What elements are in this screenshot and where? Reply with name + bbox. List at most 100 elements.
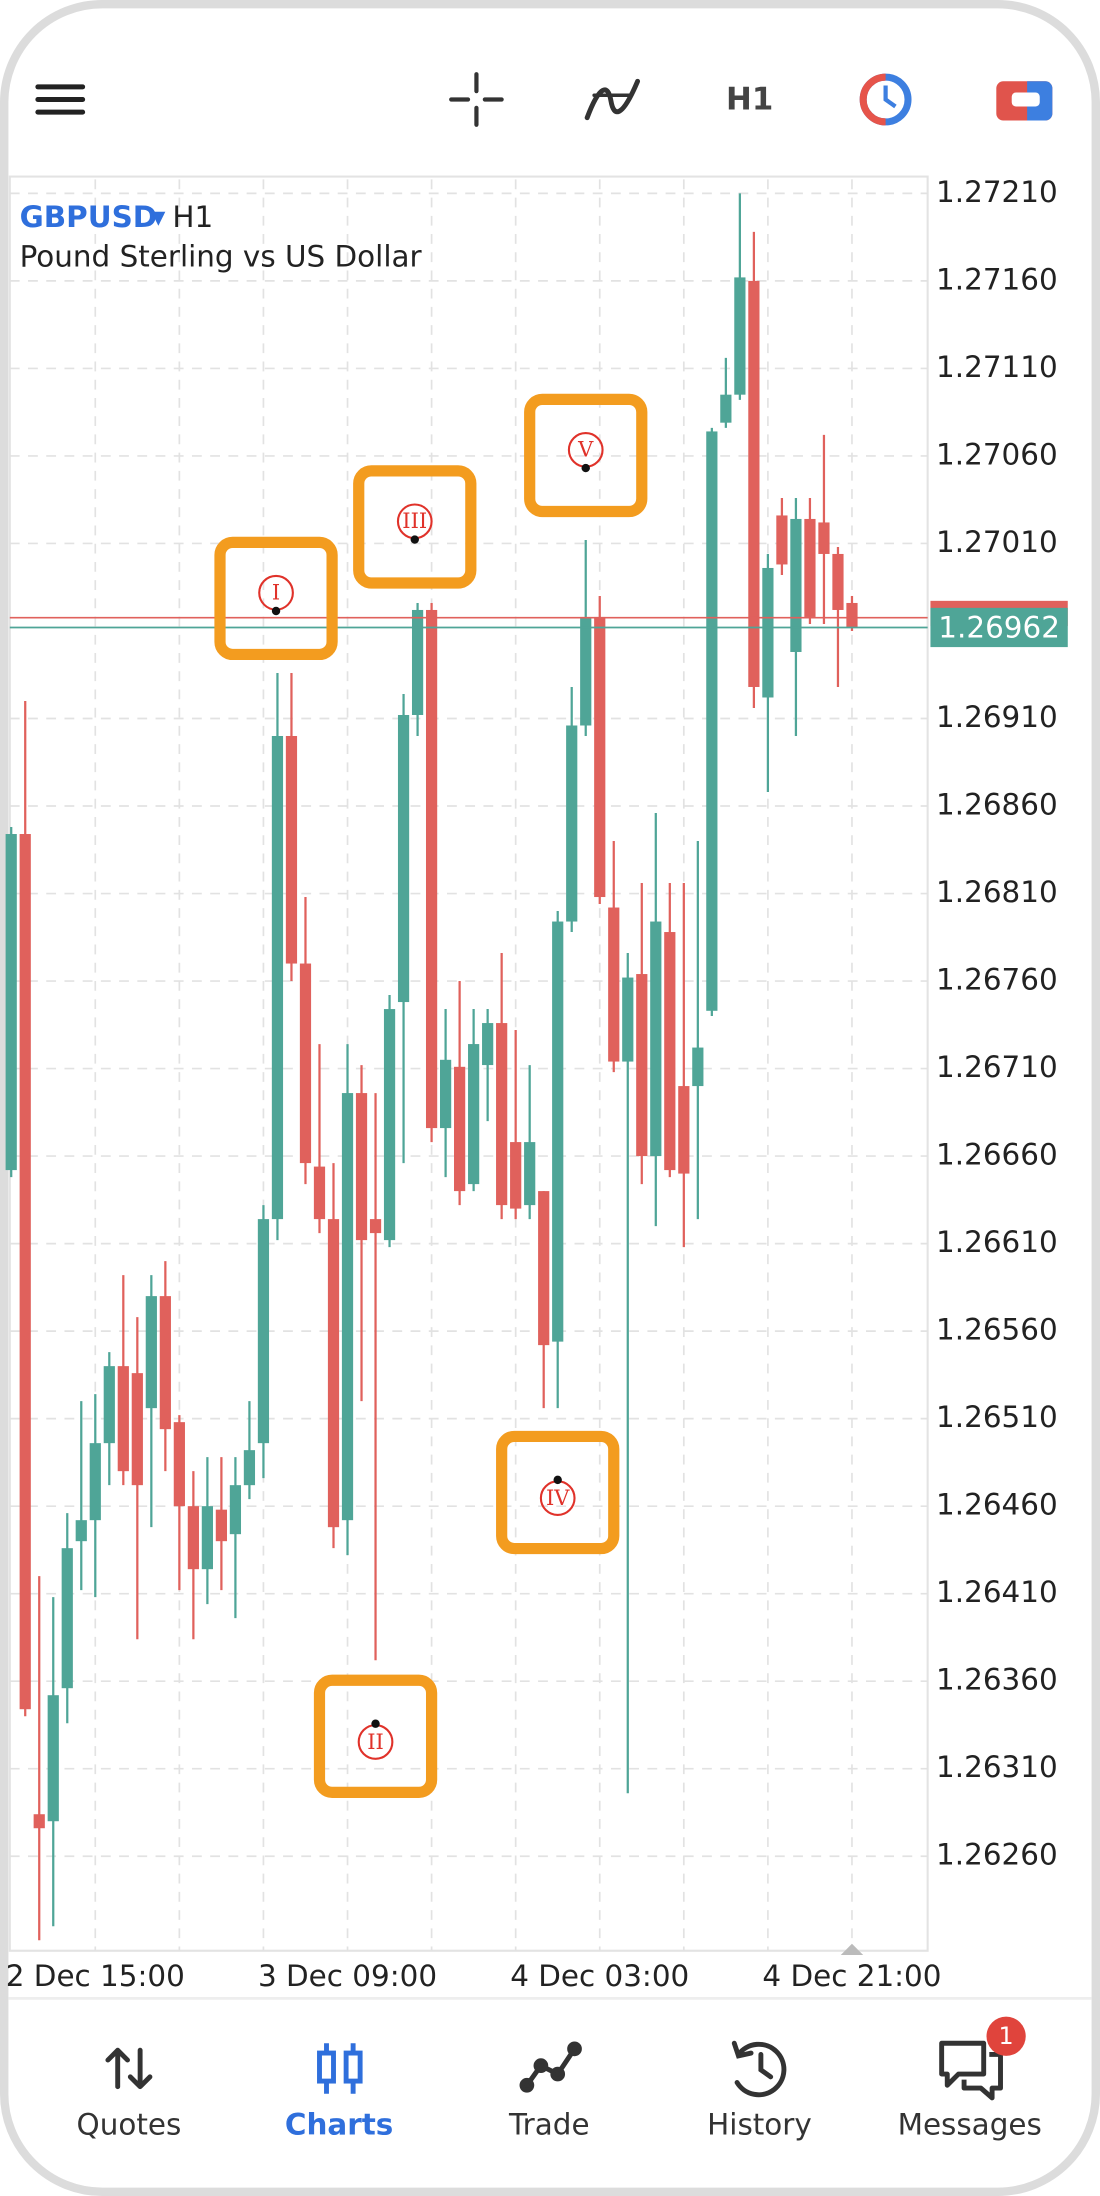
x-tick-label: 3 Dec 09:00	[258, 1959, 437, 1993]
candle-body	[510, 1142, 522, 1209]
candle-body	[538, 1191, 550, 1346]
candle-body	[89, 1443, 101, 1521]
y-tick-label: 1.26560	[936, 1313, 1058, 1347]
symbol[interactable]: GBPUSD	[20, 200, 158, 234]
candle-body	[187, 1506, 199, 1570]
nav-label[interactable]: Quotes	[77, 2107, 182, 2141]
indicators-button[interactable]	[584, 78, 641, 121]
objects-button[interactable]	[859, 73, 912, 126]
y-tick-label: 1.27060	[936, 437, 1058, 471]
y-tick-label: 1.26260	[936, 1838, 1058, 1872]
candle-body	[425, 609, 438, 1129]
y-tick-label: 1.26860	[936, 788, 1058, 822]
candle-body	[47, 1695, 59, 1822]
wave-label: III	[402, 508, 427, 533]
candle-body	[369, 1219, 382, 1234]
highlight-box	[353, 465, 477, 589]
candle-body	[355, 1093, 368, 1241]
candle-body	[552, 921, 564, 1342]
candle-body	[313, 1166, 326, 1220]
nav-label[interactable]: Charts	[285, 2107, 393, 2141]
y-tick-label: 1.26410	[936, 1575, 1058, 1609]
candle-body	[468, 1044, 480, 1185]
highlight-box	[313, 1674, 438, 1799]
nav-label[interactable]: Messages	[898, 2107, 1042, 2141]
candle-body	[650, 921, 662, 1157]
candle-body	[678, 1086, 690, 1174]
candle-body	[762, 567, 774, 698]
messages-icon[interactable]	[939, 2040, 1003, 2101]
candle-body	[594, 616, 606, 898]
candle-body	[145, 1296, 157, 1409]
candle-body	[117, 1366, 129, 1472]
wave-label: II	[367, 1729, 384, 1754]
x-tick-label: 4 Dec 21:00	[762, 1959, 941, 1993]
trade-button[interactable]	[996, 81, 1053, 121]
charts-icon[interactable]	[317, 2043, 363, 2094]
candle-body	[61, 1548, 73, 1689]
nav-label[interactable]: Trade	[508, 2107, 590, 2141]
candle-body	[173, 1422, 185, 1507]
symbol-dropdown[interactable]: ▼	[151, 208, 165, 229]
y-tick-label: 1.26510	[936, 1400, 1058, 1434]
candle-body	[397, 714, 410, 1003]
wave-point	[410, 535, 419, 544]
candle-body	[454, 1066, 466, 1192]
candle-body	[229, 1485, 242, 1535]
badge	[986, 2016, 1026, 2056]
y-tick-label: 1.26460	[936, 1488, 1058, 1522]
x-tick-label: 4 Dec 03:00	[510, 1959, 689, 1993]
wave-point	[553, 1475, 562, 1485]
candle-body	[19, 834, 31, 1710]
y-tick-label: 1.26660	[936, 1138, 1058, 1172]
price-label: 1.26962	[938, 610, 1060, 644]
crosshair-button[interactable]	[449, 72, 504, 127]
candle-body	[776, 515, 788, 565]
scroll-marker[interactable]	[840, 1943, 864, 1955]
highlight-box	[496, 1430, 620, 1555]
candle-body	[692, 1047, 704, 1087]
history-icon[interactable]	[731, 2040, 787, 2098]
highlight-box	[524, 393, 648, 518]
candle-body	[580, 616, 592, 726]
candle-body	[720, 394, 732, 423]
trade-icon[interactable]	[519, 2041, 582, 2093]
candle-body	[215, 1509, 228, 1542]
timeframe-button[interactable]: H1	[726, 81, 773, 117]
candle-body	[257, 1219, 270, 1444]
candle-body	[327, 1219, 340, 1528]
x-tick-label: 2 Dec 15:00	[6, 1959, 185, 1993]
menu-button[interactable]	[35, 84, 86, 115]
candle-body	[411, 609, 424, 715]
candle-body	[103, 1366, 115, 1444]
wave-point	[371, 1719, 380, 1728]
y-tick-label: 1.26710	[936, 1050, 1058, 1084]
candle-body	[622, 977, 634, 1062]
candle-body	[383, 1009, 396, 1241]
candle-body	[818, 522, 830, 554]
wave-point	[271, 606, 281, 616]
candle-body	[496, 1023, 508, 1206]
candle-body	[706, 431, 718, 1011]
candle-body	[243, 1450, 256, 1486]
y-tick-label: 1.26760	[936, 963, 1058, 997]
quotes-icon[interactable]	[105, 2047, 153, 2090]
candle-body	[790, 518, 802, 652]
candle-body	[271, 735, 284, 1220]
candle-body	[566, 725, 578, 922]
chart-timeframe: H1	[172, 200, 213, 234]
y-tick-label: 1.27160	[936, 262, 1058, 296]
y-tick-label: 1.26360	[936, 1663, 1058, 1697]
y-tick-label: 1.27210	[936, 175, 1058, 209]
candle-body	[299, 963, 312, 1164]
y-tick-label: 1.26610	[936, 1225, 1058, 1259]
nav-label[interactable]: History	[707, 2107, 812, 2141]
candle-body	[748, 280, 760, 687]
candle-body	[341, 1093, 354, 1521]
candle-body	[524, 1142, 536, 1206]
candle-body	[608, 907, 620, 1062]
wave-point	[581, 463, 590, 473]
